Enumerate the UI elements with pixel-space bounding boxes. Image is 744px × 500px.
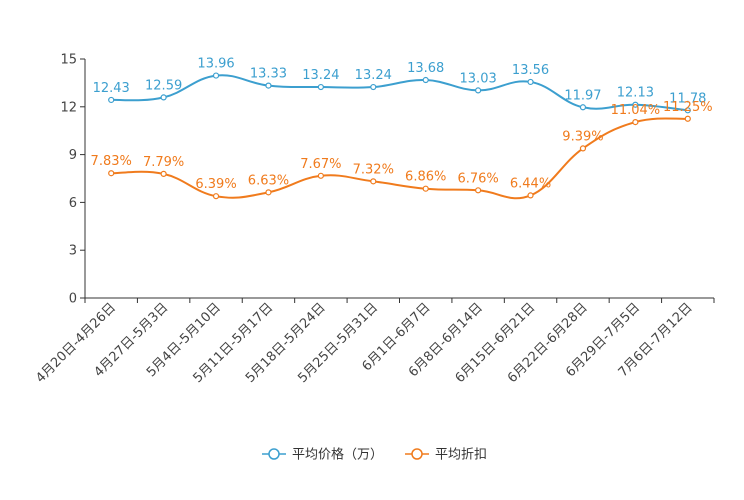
- data-label: 9.39%: [562, 129, 603, 144]
- data-label: 11.04%: [611, 103, 661, 118]
- data-label: 11.97: [564, 88, 601, 103]
- data-label: 11.25%: [663, 100, 713, 115]
- data-point[interactable]: [422, 76, 429, 84]
- legend-label: 平均价格（万）: [292, 447, 383, 463]
- legend-item-avg-discount[interactable]: 平均折扣: [405, 448, 487, 463]
- legend[interactable]: 平均价格（万） 平均折扣: [262, 447, 487, 463]
- data-point[interactable]: [475, 87, 482, 94]
- series-avg-price: 12.43 12.59 13.96 13.33 13.24 13.24 13.68 13.03…: [93, 57, 706, 114]
- data-point[interactable]: [265, 189, 272, 196]
- data-point[interactable]: [370, 83, 377, 91]
- data-point[interactable]: [475, 187, 482, 194]
- data-point[interactable]: [212, 72, 220, 79]
- legend-marker-icon: [411, 448, 423, 460]
- data-label: 13.68: [407, 61, 444, 76]
- data-label: 7.79%: [143, 155, 184, 170]
- data-label: 7.67%: [300, 157, 341, 172]
- data-point[interactable]: [265, 82, 272, 89]
- series-line: [111, 74, 688, 112]
- data-label: 13.96: [197, 57, 234, 72]
- data-point[interactable]: [108, 170, 115, 177]
- data-point[interactable]: [370, 178, 377, 185]
- data-label: 6.76%: [457, 171, 498, 186]
- data-label: 6.86%: [405, 170, 446, 185]
- data-label: 13.33: [250, 67, 287, 82]
- data-point[interactable]: [317, 83, 324, 91]
- data-point[interactable]: [632, 101, 639, 108]
- series-line: [111, 117, 688, 200]
- data-point[interactable]: [317, 172, 324, 179]
- data-label: 13.24: [302, 68, 339, 83]
- data-point[interactable]: [632, 118, 639, 126]
- data-point[interactable]: [422, 185, 429, 192]
- y-tick-label: 6: [69, 196, 77, 211]
- data-point[interactable]: [212, 193, 220, 200]
- data-label: 6.63%: [248, 173, 289, 188]
- data-point[interactable]: [527, 78, 534, 86]
- data-label: 6.44%: [510, 176, 551, 191]
- legend-item-avg-price[interactable]: 平均价格（万）: [262, 447, 383, 463]
- series-layer: 12.43 12.59 13.96 13.33 13.24 13.24 13.68 13.03…: [91, 57, 713, 200]
- data-label: 11.78: [669, 91, 706, 106]
- legend-label: 平均折扣: [435, 448, 487, 463]
- data-label: 12.13: [617, 86, 654, 101]
- data-label: 13.03: [460, 71, 497, 86]
- data-point[interactable]: [579, 145, 587, 152]
- legend-marker-icon: [268, 448, 280, 460]
- y-tick-label: 15: [60, 53, 77, 68]
- data-label: 7.83%: [91, 154, 132, 169]
- y-tick-label: 12: [60, 100, 77, 115]
- data-point[interactable]: [684, 107, 691, 114]
- data-label: 13.24: [355, 68, 392, 83]
- y-tick-label: 9: [69, 148, 77, 163]
- data-label: 12.43: [93, 81, 130, 96]
- series-avg-discount: 7.83% 7.79% 6.39% 6.63% 7.67% 7.32% 6.86% 6.76%…: [91, 100, 713, 200]
- data-point[interactable]: [579, 104, 587, 111]
- data-label: 7.32%: [353, 162, 394, 177]
- data-point[interactable]: [684, 115, 691, 122]
- data-point[interactable]: [160, 94, 167, 101]
- data-point[interactable]: [160, 170, 167, 177]
- y-tick-label: 0: [69, 292, 77, 307]
- y-tick-label: 3: [69, 244, 77, 259]
- data-point[interactable]: [527, 192, 534, 199]
- data-label: 12.59: [145, 78, 182, 93]
- data-label: 13.56: [512, 63, 549, 78]
- data-label: 6.39%: [195, 177, 236, 192]
- data-point[interactable]: [108, 96, 115, 104]
